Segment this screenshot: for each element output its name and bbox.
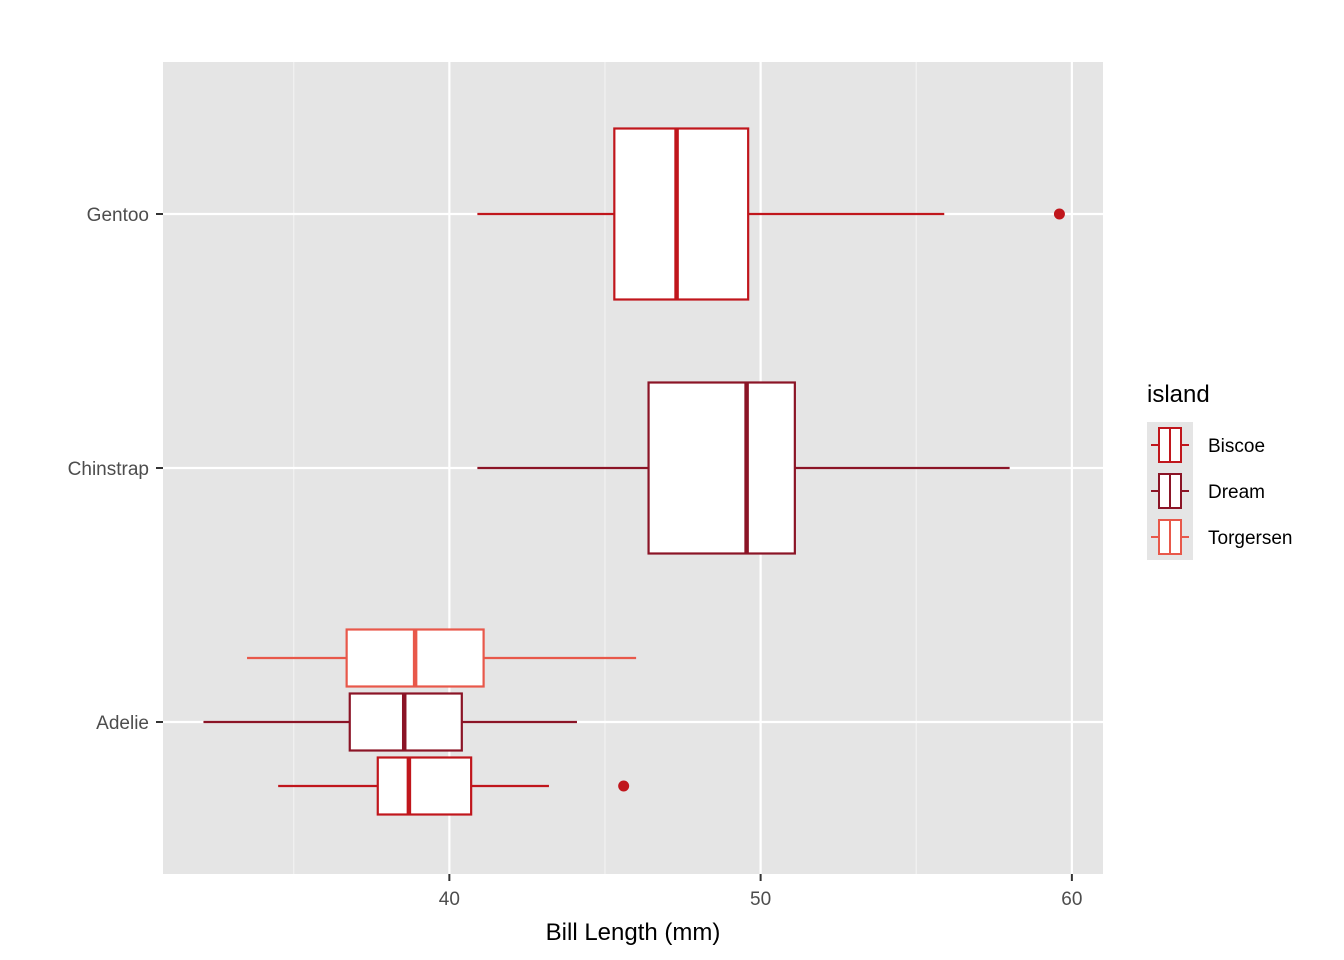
legend-label: Torgersen <box>1208 528 1293 549</box>
y-tick-label: Gentoo <box>87 205 149 226</box>
box-biscoe-gentoo <box>477 127 1065 301</box>
x-tick-label: 40 <box>439 889 460 910</box>
box-iqr <box>647 381 796 555</box>
box-dream-chinstrap <box>477 381 1010 555</box>
legend-item-torgersen: Torgersen <box>1147 514 1293 560</box>
box-biscoe-adelie <box>278 756 630 816</box>
legend: island Biscoe Dream Torgersen <box>1147 381 1293 560</box>
axes: 40 50 60 Adelie Chinstrap Gentoo <box>68 205 1083 910</box>
box-torgersen-adelie <box>247 628 637 688</box>
box-dream-adelie <box>203 692 577 752</box>
x-tick-label: 60 <box>1061 889 1082 910</box>
x-axis-title: Bill Length (mm) <box>546 919 721 946</box>
y-tick-label: Chinstrap <box>68 459 149 480</box>
outlier-point <box>1053 208 1065 220</box>
legend-title: island <box>1147 381 1210 408</box>
legend-item-dream: Dream <box>1147 468 1265 514</box>
legend-item-biscoe: Biscoe <box>1147 422 1265 468</box>
box-iqr <box>613 127 750 301</box>
box-iqr <box>376 756 473 816</box>
outlier-point <box>618 780 630 792</box>
y-tick-label: Adelie <box>96 713 149 734</box>
x-tick-label: 50 <box>750 889 771 910</box>
boxes <box>203 127 1065 816</box>
legend-label: Biscoe <box>1208 436 1265 457</box>
legend-label: Dream <box>1208 482 1265 503</box>
